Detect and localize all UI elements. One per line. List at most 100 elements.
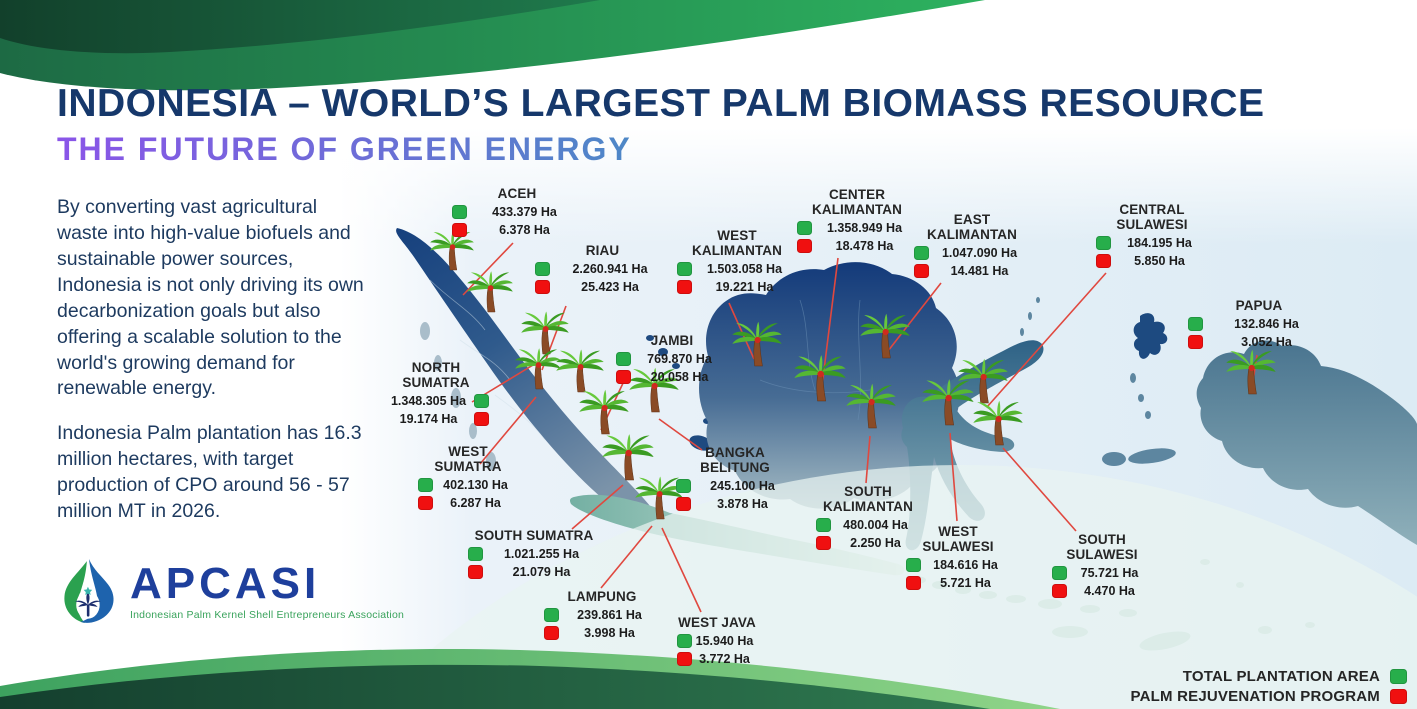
plantation-area-value: 402.130 Ha (443, 478, 508, 493)
island-sumatra (396, 228, 661, 531)
connector-line (658, 418, 703, 451)
logo-tagline: Indonesian Palm Kernel Shell Entrepreneu… (130, 608, 405, 621)
rejuvenation-row: 3.878 Ha (676, 497, 794, 512)
province-label-aceh: ACEH 433.379 Ha 6.378 Ha (452, 186, 582, 238)
rejuvenation-value: 5.721 Ha (940, 576, 991, 591)
province-name: SOUTH SUMATRA (474, 528, 594, 543)
province-name: JAMBI (650, 333, 694, 348)
plantation-area-value: 1.348.305 Ha (390, 394, 467, 409)
province-label-riau: RIAU 2.260.941 Ha 25.423 Ha (535, 243, 670, 295)
plantation-row: 480.004 Ha (816, 518, 920, 533)
rejuvenation-value: 19.174 Ha (399, 412, 458, 427)
plantation-area-value: 15.940 Ha (695, 634, 754, 649)
rejuvenation-value: 5.850 Ha (1134, 254, 1185, 269)
rejuvenation-value: 3.772 Ha (699, 652, 750, 667)
province-name: NORTH SUMATRA (402, 360, 470, 391)
map-legend: TOTAL PLANTATION AREA PALM REJUVENATION … (1131, 668, 1407, 705)
apcasi-flame-icon (64, 559, 114, 623)
page-title: INDONESIA – WORLD’S LARGEST PALM BIOMASS… (57, 82, 1265, 125)
rejuvenation-marker (468, 565, 483, 580)
province-label-south-kalimantan: SOUTH KALIMANTAN 480.004 Ha 2.250 Ha (816, 484, 920, 551)
rejuvenation-marker (1052, 584, 1067, 599)
province-label-east-kalimantan: EAST KALIMANTAN 1.047.090 Ha 14.481 Ha (914, 212, 1030, 279)
plantation-area-marker (1052, 566, 1067, 581)
connector-line (462, 242, 514, 296)
plantation-area-value: 1.503.058 Ha (706, 262, 783, 277)
rejuvenation-row: 3.052 Ha (1188, 335, 1330, 350)
plantation-row: 1.021.255 Ha (468, 547, 600, 562)
plantation-row: 1.358.949 Ha (797, 221, 917, 236)
plantation-area-value: 132.846 Ha (1234, 317, 1299, 332)
plantation-row: 769.870 Ha (616, 352, 728, 367)
rejuvenation-marker (535, 280, 550, 295)
rejuvenation-legend-label: PALM REJUVENATION PROGRAM (1130, 688, 1380, 705)
province-name: BANGKA BELITUNG (700, 445, 770, 476)
rejuvenation-marker (1188, 335, 1203, 350)
plantation-row: 1.047.090 Ha (914, 246, 1030, 261)
rejuvenation-marker (906, 576, 921, 591)
plantation-area-marker (797, 221, 812, 236)
connector-line (600, 525, 653, 589)
plantation-area-marker (468, 547, 483, 562)
islands (396, 228, 1417, 651)
plantation-legend-marker (1390, 669, 1407, 684)
plantation-area-value: 184.195 Ha (1127, 236, 1192, 251)
rejuvenation-value: 6.378 Ha (499, 223, 550, 238)
plantation-area-value: 245.100 Ha (710, 479, 775, 494)
province-name: SOUTH SULAWESI (1066, 532, 1138, 563)
plantation-area-marker (452, 205, 467, 220)
rejuvenation-row: 19.221 Ha (677, 280, 797, 295)
province-label-jambi: JAMBI 769.870 Ha 20.058 Ha (616, 333, 728, 385)
province-label-center-kalimantan: CENTER KALIMANTAN 1.358.949 Ha 18.478 Ha (797, 187, 917, 254)
plantation-area-marker (1188, 317, 1203, 332)
plantation-row: 1.503.058 Ha (677, 262, 797, 277)
island-halmahera (1133, 313, 1168, 359)
palm-silhouette (75, 592, 101, 617)
plantation-area-value: 769.870 Ha (647, 352, 712, 367)
province-borders (759, 299, 871, 421)
province-borders (429, 279, 546, 441)
province-label-bangka-belitung: BANGKA BELITUNG 245.100 Ha 3.878 Ha (676, 445, 794, 512)
plantation-area-marker (474, 394, 489, 409)
intro-paragraph-2: Indonesia Palm plantation has 16.3 milli… (57, 422, 362, 523)
rejuvenation-value: 3.998 Ha (584, 626, 635, 641)
plantation-row: 245.100 Ha (676, 479, 794, 494)
rejuvenation-value: 21.079 Ha (512, 565, 571, 580)
rejuvenation-marker (616, 370, 631, 385)
province-name: PAPUA (1235, 298, 1283, 313)
province-name: ACEH (497, 186, 537, 201)
rejuvenation-row: 14.481 Ha (914, 264, 1030, 279)
connector-line (479, 396, 537, 465)
rejuvenation-value: 25.423 Ha (581, 280, 639, 295)
province-name: CENTRAL SULAWESI (1116, 202, 1188, 233)
apcasi-logo: APCASI Indonesian Palm Kernel Shell Entr… (57, 556, 404, 626)
connector-line (661, 527, 702, 613)
province-name: SOUTH KALIMANTAN (823, 484, 913, 515)
maluku-islands (1020, 297, 1176, 466)
plantation-row: 132.846 Ha (1188, 317, 1330, 332)
plantation-row: 402.130 Ha (418, 478, 518, 493)
plantation-row: 433.379 Ha (452, 205, 582, 220)
plantation-row: 1.348.305 Ha (383, 394, 489, 409)
rejuvenation-marker (452, 223, 467, 238)
connector-line (571, 484, 624, 530)
plantation-area-marker (677, 634, 692, 649)
rejuvenation-marker (474, 412, 489, 427)
rejuvenation-value: 2.250 Ha (850, 536, 901, 551)
plantation-legend-label: TOTAL PLANTATION AREA (1182, 668, 1380, 685)
rejuvenation-value: 3.878 Ha (717, 497, 768, 512)
province-label-west-kalimantan: WEST KALIMANTAN 1.503.058 Ha 19.221 Ha (677, 228, 797, 295)
rejuvenation-row: 5.850 Ha (1096, 254, 1208, 269)
rejuvenation-row: 3.772 Ha (677, 652, 757, 667)
rejuvenation-value: 20.058 Ha (650, 370, 709, 385)
rejuvenation-value: 4.470 Ha (1084, 584, 1135, 599)
plantation-area-value: 1.021.255 Ha (503, 547, 580, 562)
rejuvenation-row: 6.287 Ha (418, 496, 518, 511)
rejuvenation-value: 18.478 Ha (835, 239, 894, 254)
rejuvenation-marker (914, 264, 929, 279)
connector-line (728, 302, 755, 360)
rejuvenation-marker (418, 496, 433, 511)
plantation-row: 15.940 Ha (677, 634, 757, 649)
rejuvenation-marker (816, 536, 831, 551)
plantation-area-marker (418, 478, 433, 493)
